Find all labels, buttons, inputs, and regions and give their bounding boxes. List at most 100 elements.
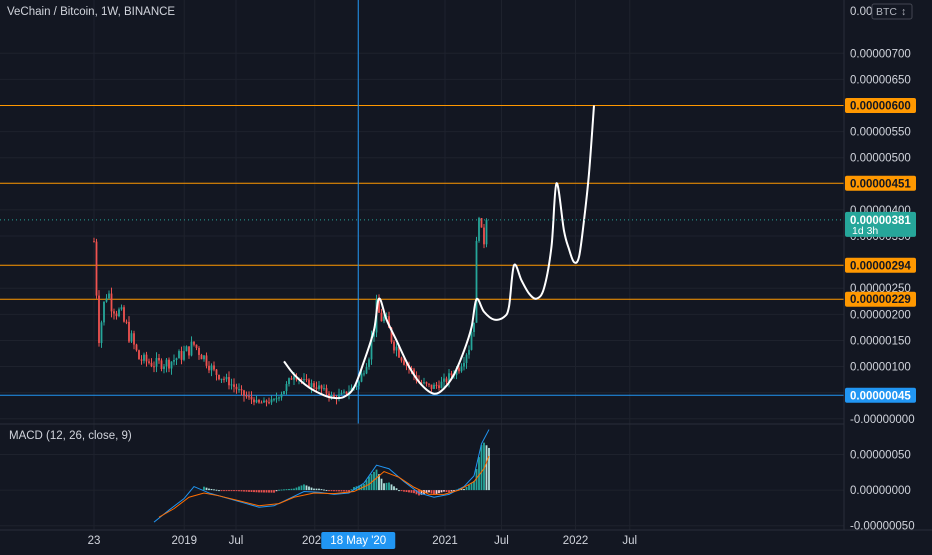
projected-pattern-curve[interactable] — [283, 105, 595, 400]
candle-body — [140, 359, 143, 361]
macd-histogram-bar — [343, 490, 345, 492]
macd-histogram-bar — [295, 487, 298, 491]
macd-histogram-bar — [328, 490, 330, 492]
candle-body — [423, 382, 425, 384]
macd-histogram-bar — [383, 483, 385, 491]
macd-histogram-bar — [445, 490, 448, 493]
candle-body — [253, 399, 255, 403]
macd-histogram-bar — [480, 445, 483, 491]
candle-body — [450, 373, 453, 376]
price-tick-label: 0.00000100 — [850, 362, 911, 374]
candle-body — [395, 346, 398, 351]
candle-body — [235, 386, 238, 390]
candle-body — [355, 385, 358, 387]
candle-body — [173, 359, 175, 362]
time-axis[interactable]: 23 2019 Jul 2020 18 May '20 2021 Jul 2022 Jul — [88, 532, 638, 549]
candle-body — [413, 369, 415, 376]
macd-histogram-bar — [350, 489, 353, 491]
candle-body — [443, 378, 445, 382]
candle-body — [468, 349, 470, 355]
candle-body — [248, 396, 250, 398]
candle-body — [283, 391, 285, 395]
macd-histogram-bar — [300, 485, 303, 491]
candle-body — [175, 358, 178, 360]
symbol-title[interactable]: VeChain / Bitcoin, 1W, BINANCE — [7, 6, 175, 18]
candle-body — [435, 384, 438, 386]
candle-body — [178, 351, 180, 359]
macd-histogram-bar — [290, 488, 293, 491]
candle-body — [448, 373, 450, 382]
level-label-text: 0.00000229 — [850, 294, 911, 306]
macd-axis[interactable]: 0.00000050 0.00000000 -0.00000050 — [850, 449, 915, 532]
candle-body — [270, 399, 273, 403]
candle-body — [433, 384, 435, 389]
candle-body — [180, 351, 183, 360]
candle-body — [260, 402, 263, 404]
horizontal-level-lines[interactable] — [0, 104, 844, 396]
macd-histogram-bar — [438, 490, 440, 494]
candle-body — [93, 241, 95, 243]
candlestick-series — [93, 216, 488, 407]
candle-body — [113, 311, 115, 314]
candle-body — [420, 382, 423, 384]
scale-toggle-icon[interactable]: ↕ — [901, 6, 906, 18]
candle-body — [148, 361, 150, 363]
candle-body — [118, 309, 120, 317]
macd-histogram-bar — [213, 489, 215, 491]
macd-histogram-bar — [475, 469, 478, 491]
candle-body — [128, 321, 130, 342]
candle-body — [455, 368, 458, 376]
candle-body — [405, 364, 408, 366]
macd-histogram-bar — [348, 490, 350, 492]
price-tick-label: 0.00000200 — [850, 309, 911, 321]
macd-histogram-bar — [210, 488, 213, 491]
candle-body — [365, 367, 368, 374]
macd-histogram-bar — [470, 482, 473, 491]
candle-body — [243, 390, 245, 396]
macd-legend-label[interactable]: MACD (12, 26, close, 9) — [9, 430, 132, 442]
macd-histogram-bar — [283, 489, 285, 491]
candle-body — [265, 400, 268, 403]
candle-body — [310, 383, 313, 388]
candle-body — [410, 368, 413, 370]
macd-histogram-bar — [310, 487, 313, 491]
macd-histogram-bar — [253, 490, 255, 493]
candle-body — [208, 365, 210, 371]
current-price-label: 0.00000381 — [850, 215, 911, 227]
macd-histogram-bar — [225, 490, 228, 492]
candle-body — [275, 398, 278, 400]
candle-body — [370, 336, 373, 360]
macd-histogram-bar — [250, 490, 253, 492]
time-tick-label: 23 — [88, 535, 101, 547]
macd-histogram-bar — [450, 490, 453, 492]
candle-body — [95, 241, 98, 296]
candle-body — [320, 385, 323, 389]
currency-badge[interactable] — [871, 3, 913, 20]
macd-histogram-bar — [473, 480, 475, 491]
candle-body — [315, 387, 318, 389]
macd-histogram-bar — [208, 488, 210, 491]
candle-body — [120, 307, 123, 310]
macd-histogram-bar — [280, 489, 283, 491]
candle-body — [290, 378, 293, 380]
macd-histogram-bar — [330, 490, 333, 492]
macd-histogram-bar — [288, 488, 290, 491]
candle-body — [273, 399, 275, 401]
macd-histogram-bar — [453, 490, 455, 492]
macd-histogram-bar — [345, 490, 348, 492]
macd-histogram-bar — [448, 490, 450, 493]
macd-histogram-bar — [255, 490, 258, 493]
macd-histogram-bar — [340, 490, 343, 492]
macd-histogram-bar — [265, 490, 268, 493]
macd-histogram-bar — [218, 490, 220, 492]
level-label-text: 0.00000294 — [850, 260, 911, 272]
time-tick-label: 2019 — [171, 535, 197, 547]
signal-line — [158, 455, 490, 518]
price-tick-label: 0.00000500 — [850, 153, 911, 165]
candle-body — [138, 350, 140, 360]
macd-histogram-bar — [358, 485, 360, 491]
macd-histogram-bar — [245, 490, 248, 492]
